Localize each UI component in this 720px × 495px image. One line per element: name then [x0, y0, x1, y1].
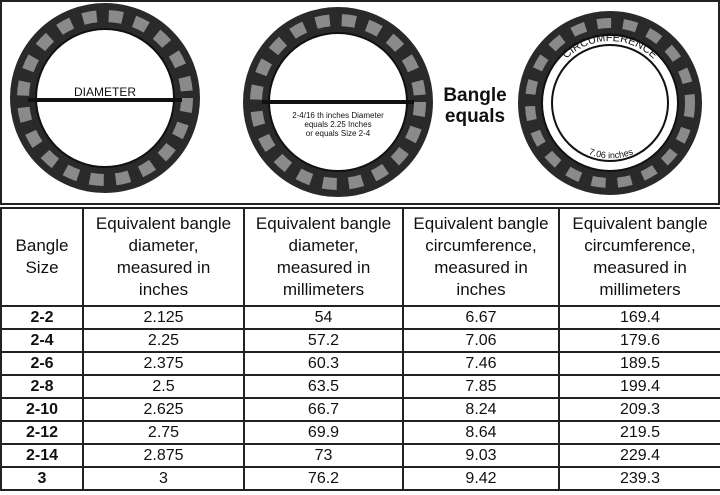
- size-cell: 3: [0, 466, 84, 491]
- value-cell: 9.03: [402, 443, 560, 468]
- value-cell: 2.5: [82, 374, 245, 399]
- table-row: 2-14 2.875 73 9.03 229.4: [0, 443, 720, 468]
- example-line: equals 2.25 Inches: [304, 120, 371, 129]
- value-cell: 2.25: [82, 328, 245, 353]
- bangle-3: [518, 11, 702, 195]
- value-cell: 76.2: [243, 466, 404, 491]
- value-cell: 219.5: [558, 420, 720, 445]
- value-cell: 179.6: [558, 328, 720, 353]
- value-cell: 60.3: [243, 351, 404, 376]
- value-cell: 2.375: [82, 351, 245, 376]
- value-cell: 189.5: [558, 351, 720, 376]
- value-cell: 7.85: [402, 374, 560, 399]
- middle-text: equals: [445, 106, 505, 127]
- value-cell: 2.875: [82, 443, 245, 468]
- value-cell: 2.75: [82, 420, 245, 445]
- circumference-value: 7.06 inches: [588, 146, 635, 160]
- value-cell: 66.7: [243, 397, 404, 422]
- column-header: Bangle Size: [0, 207, 84, 307]
- header-row: Bangle Size Equivalent bangle diameter, m…: [0, 207, 720, 307]
- value-cell: 3: [82, 466, 245, 491]
- value-cell: 229.4: [558, 443, 720, 468]
- column-header: Equivalent bangle circumference, measure…: [558, 207, 720, 307]
- value-cell: 239.3: [558, 466, 720, 491]
- example-line: or equals Size 2-4: [306, 129, 371, 138]
- value-cell: 7.06: [402, 328, 560, 353]
- value-cell: 169.4: [558, 305, 720, 330]
- table-row: 2-4 2.25 57.2 7.06 179.6: [0, 328, 720, 353]
- bangle-1: [10, 3, 200, 193]
- table-row: 2-6 2.375 60.3 7.46 189.5: [0, 351, 720, 376]
- size-cell: 2-8: [0, 374, 84, 399]
- value-cell: 9.42: [402, 466, 560, 491]
- bangle-2: [243, 7, 433, 197]
- size-cell: 2-10: [0, 397, 84, 422]
- diameter-label: DIAMETER: [74, 85, 136, 99]
- value-cell: 199.4: [558, 374, 720, 399]
- value-cell: 2.125: [82, 305, 245, 330]
- column-header: Equivalent bangle circumference, measure…: [402, 207, 560, 307]
- table-row: 3 3 76.2 9.42 239.3: [0, 466, 720, 491]
- middle-text: Bangle: [443, 85, 506, 106]
- table-body: 2-2 2.125 54 6.67 169.4 2-4 2.25 57.2 7.06 179.6 2…: [0, 305, 720, 491]
- value-cell: 57.2: [243, 328, 404, 353]
- column-header: Equivalent bangle diameter, measured in …: [82, 207, 245, 307]
- value-cell: 6.67: [402, 305, 560, 330]
- value-cell: 2.625: [82, 397, 245, 422]
- value-cell: 8.24: [402, 397, 560, 422]
- size-cell: 2-2: [0, 305, 84, 330]
- size-cell: 2-12: [0, 420, 84, 445]
- table-row: 2-10 2.625 66.7 8.24 209.3: [0, 397, 720, 422]
- size-cell: 2-4: [0, 328, 84, 353]
- size-table: Bangle Size Equivalent bangle diameter, m…: [0, 207, 720, 491]
- value-cell: 8.64: [402, 420, 560, 445]
- size-cell: 2-14: [0, 443, 84, 468]
- example-line: 2-4/16 th inches Diameter: [292, 111, 384, 120]
- table-row: 2-2 2.125 54 6.67 169.4: [0, 305, 720, 330]
- value-cell: 54: [243, 305, 404, 330]
- bangle-diagram: DIAMETER 2-4/16 th inches Diameter equal…: [0, 0, 720, 205]
- value-cell: 63.5: [243, 374, 404, 399]
- circumference-value-path: 7.06 inches: [588, 146, 635, 160]
- table-row: 2-12 2.75 69.9 8.64 219.5: [0, 420, 720, 445]
- value-cell: 209.3: [558, 397, 720, 422]
- value-cell: 69.9: [243, 420, 404, 445]
- column-header: Equivalent bangle diameter, measured in …: [243, 207, 404, 307]
- value-cell: 73: [243, 443, 404, 468]
- value-cell: 7.46: [402, 351, 560, 376]
- size-cell: 2-6: [0, 351, 84, 376]
- table-row: 2-8 2.5 63.5 7.85 199.4: [0, 374, 720, 399]
